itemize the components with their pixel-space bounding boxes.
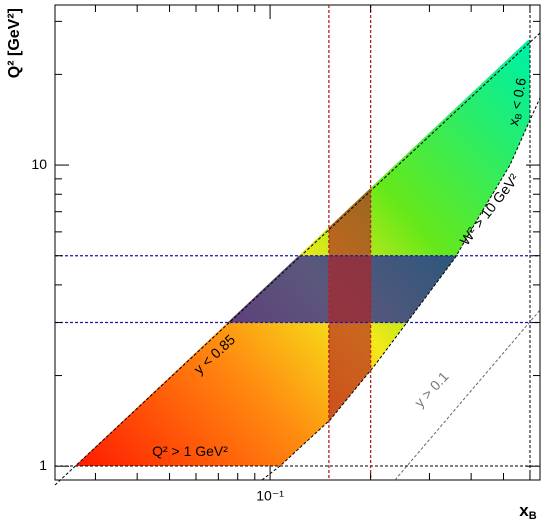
annotation-text: x — [505, 117, 522, 127]
x-axis-label-main: x — [519, 501, 529, 520]
y-tick-label: 10 — [31, 156, 47, 172]
x-tick-label: 10⁻¹ — [256, 488, 284, 504]
x-axis-label-sub: B — [529, 510, 537, 522]
cut-lines — [54, 5, 541, 486]
y-axis-label: Q² [GeV²] — [6, 8, 23, 78]
annotation-sub: B — [513, 113, 524, 121]
y-tick-label: 1 — [39, 457, 47, 473]
x-axis-label: xB — [519, 501, 536, 521]
cut-line — [54, 32, 541, 486]
density-region — [75, 40, 530, 466]
annotation: xB < 0.6 — [505, 76, 531, 127]
cut-line — [261, 97, 541, 481]
annotation: Q² > 1 GeV² — [152, 443, 228, 459]
annotation-rest: < 0.6 — [507, 76, 529, 114]
cut-line — [394, 309, 541, 481]
annotation-text: Q² > 1 GeV² — [152, 443, 228, 459]
